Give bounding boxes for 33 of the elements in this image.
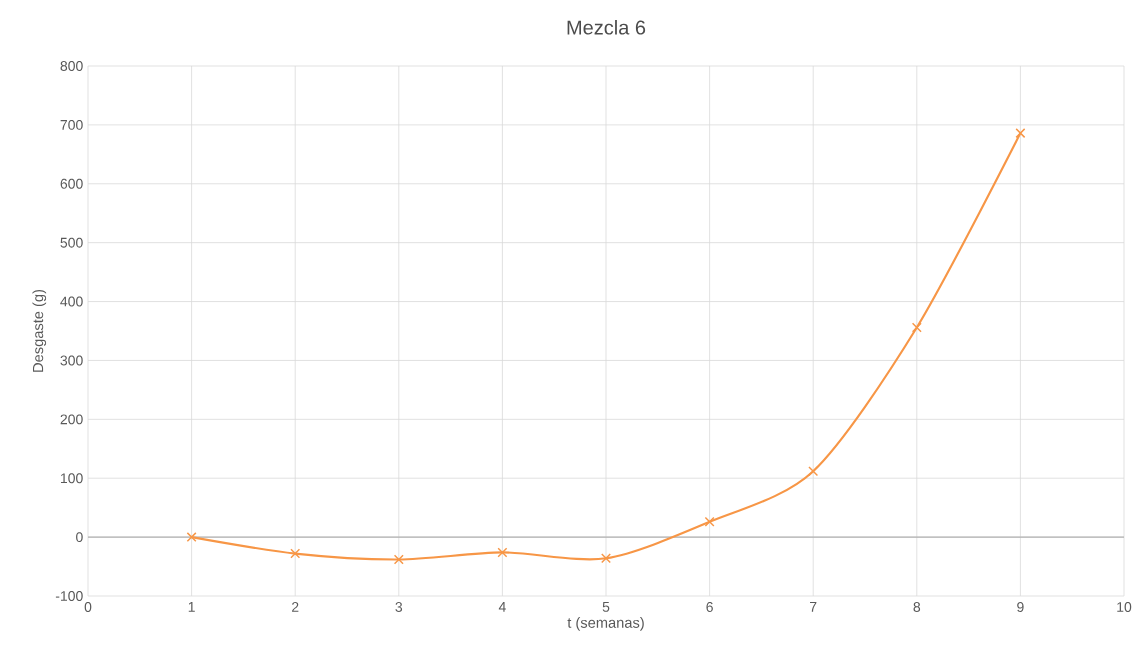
point xyxy=(186,532,197,543)
point xyxy=(393,554,404,565)
y-tick-label: -100 xyxy=(55,591,83,601)
y-axis-title: Desgaste (g) xyxy=(32,289,47,372)
x-tick-label: 10 xyxy=(1117,602,1132,612)
y-tick-label: 200 xyxy=(60,414,83,425)
point xyxy=(601,553,611,564)
y-tick-label: 300 xyxy=(60,355,83,366)
x-tick-label: 6 xyxy=(706,602,713,612)
y-tick-label: 0 xyxy=(76,532,83,543)
x-tick-label: 4 xyxy=(498,602,506,612)
x-tick-label: 8 xyxy=(913,602,921,612)
x-tick-label: 0 xyxy=(84,602,92,612)
point xyxy=(290,548,301,559)
x-tick-label: 1 xyxy=(188,602,195,612)
x-tick-label: 2 xyxy=(292,602,299,612)
x-tick-label: 5 xyxy=(602,602,610,612)
y-tick-label: 800 xyxy=(60,61,83,71)
y-tick-label: 700 xyxy=(60,119,83,130)
y-tick-label: 600 xyxy=(60,178,83,189)
y-tick-label: 500 xyxy=(60,237,83,248)
point xyxy=(911,322,922,333)
point xyxy=(497,547,508,558)
point xyxy=(808,466,819,477)
y-tick-label: 400 xyxy=(60,296,83,307)
point xyxy=(1015,128,1026,139)
point xyxy=(704,516,715,527)
y-tick-label: 100 xyxy=(61,473,83,484)
chart-title: Mezcla 6 xyxy=(567,19,646,35)
x-tick-label: 7 xyxy=(810,602,817,612)
x-axis-title: t (semanas) xyxy=(567,617,644,631)
x-tick-label: 3 xyxy=(395,602,403,612)
x-tick-label: 9 xyxy=(1017,602,1024,612)
